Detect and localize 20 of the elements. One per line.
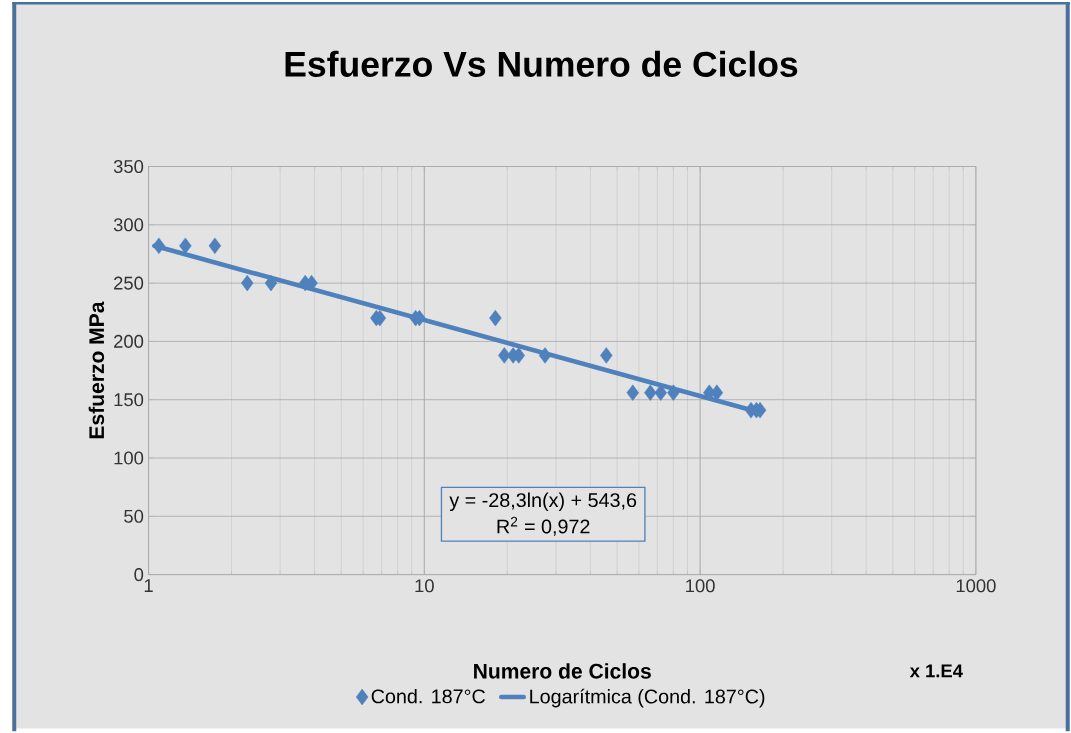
legend-label: Cond. 187°C (371, 688, 486, 704)
y-tick-label: 50 (124, 509, 144, 523)
legend-label: Logarítmica (Cond. 187°C) (530, 688, 765, 708)
y-tick-label: 0 (134, 567, 144, 582)
y-axis-title: Esfuerzo MPa (88, 301, 105, 439)
y-tick-label: 250 (114, 276, 144, 290)
y-tick-label: 150 (114, 393, 144, 407)
chart-title: Esfuerzo Vs Numero de Ciclos (285, 50, 798, 77)
x-tick-label: 1 (144, 579, 153, 592)
y-tick-label: 300 (113, 218, 144, 232)
annotation: y = -28,3ln(x) + 543,6 (449, 492, 637, 511)
annotation: R$^{2}$ = 0,972 (497, 516, 590, 536)
text: x 1.E4 (909, 664, 963, 678)
y-tick-label: 350 (113, 159, 144, 173)
x-tick-label: 10 (415, 579, 434, 593)
x-axis-title: Numero de Ciclos (474, 663, 651, 679)
x-tick-label: 1000 (956, 579, 996, 593)
x-tick-label: 100 (686, 579, 715, 593)
y-tick-label: 100 (114, 451, 144, 465)
y-tick-label: 200 (114, 334, 144, 348)
